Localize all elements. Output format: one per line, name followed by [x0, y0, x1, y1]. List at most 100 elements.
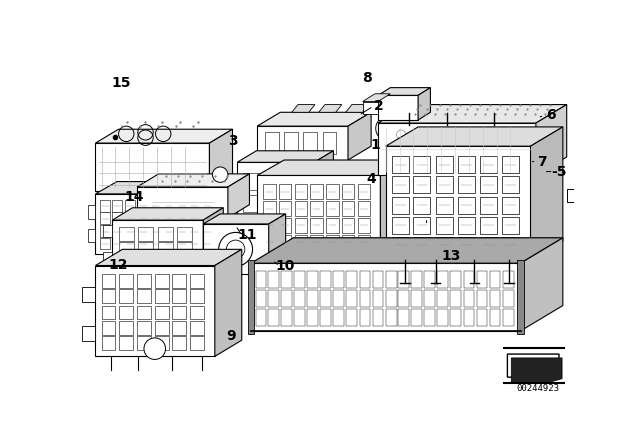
Bar	[409, 174, 426, 191]
Bar	[137, 274, 151, 288]
Bar	[502, 217, 519, 234]
Bar	[102, 289, 115, 303]
Polygon shape	[380, 160, 407, 256]
Bar	[88, 206, 95, 220]
Bar	[102, 274, 115, 288]
Polygon shape	[314, 151, 333, 218]
Bar	[202, 225, 212, 237]
Bar	[372, 290, 383, 307]
Bar	[189, 238, 200, 250]
Bar	[151, 238, 161, 250]
Polygon shape	[314, 195, 349, 206]
Bar	[107, 254, 124, 263]
Bar	[151, 212, 161, 224]
Bar	[502, 176, 519, 193]
Bar	[411, 310, 422, 326]
Polygon shape	[204, 224, 269, 274]
Bar	[102, 336, 115, 350]
Bar	[263, 201, 276, 216]
Bar	[125, 238, 136, 250]
Bar	[436, 237, 452, 254]
Bar	[372, 310, 383, 326]
Polygon shape	[378, 104, 566, 123]
Bar	[139, 212, 148, 224]
Bar	[342, 184, 354, 199]
Bar	[326, 218, 339, 233]
Bar	[268, 310, 279, 326]
Polygon shape	[237, 162, 314, 218]
Polygon shape	[418, 88, 431, 120]
Bar	[113, 212, 122, 224]
Polygon shape	[346, 104, 369, 112]
Bar	[480, 176, 497, 193]
Bar	[307, 290, 318, 307]
Bar	[307, 310, 318, 326]
Polygon shape	[520, 238, 563, 331]
Bar	[100, 238, 110, 250]
Bar	[326, 184, 339, 199]
Bar	[458, 176, 475, 193]
Bar	[158, 255, 173, 269]
Bar	[392, 237, 409, 254]
Bar	[137, 306, 151, 319]
Polygon shape	[531, 127, 563, 260]
Polygon shape	[137, 174, 250, 187]
Bar	[358, 201, 371, 216]
Bar	[310, 184, 323, 199]
Bar	[155, 306, 168, 319]
Bar	[437, 290, 448, 307]
Bar	[281, 290, 292, 307]
Text: 7: 7	[537, 155, 547, 168]
Bar	[295, 201, 307, 216]
Polygon shape	[228, 174, 250, 218]
Bar	[139, 225, 148, 237]
Text: 3: 3	[228, 134, 237, 148]
Bar	[155, 274, 168, 288]
Text: 6: 6	[547, 108, 556, 122]
Bar	[320, 290, 331, 307]
Bar	[372, 271, 383, 288]
Text: 4: 4	[366, 172, 376, 186]
Bar	[118, 255, 134, 269]
Bar	[155, 336, 168, 350]
Bar	[255, 290, 266, 307]
Bar	[310, 218, 323, 233]
Bar	[326, 201, 339, 216]
Bar	[458, 197, 475, 214]
Bar	[279, 218, 291, 233]
Bar	[265, 195, 282, 211]
Bar	[263, 235, 276, 250]
Circle shape	[219, 233, 253, 266]
Bar	[490, 310, 500, 326]
Bar	[503, 310, 513, 326]
Bar	[451, 271, 461, 288]
Bar	[346, 271, 357, 288]
Bar	[480, 156, 497, 173]
Polygon shape	[220, 181, 242, 254]
Bar	[284, 132, 298, 154]
Polygon shape	[257, 112, 371, 126]
Bar	[413, 217, 431, 234]
Polygon shape	[204, 208, 223, 276]
Bar	[320, 310, 331, 326]
Polygon shape	[257, 176, 380, 256]
Bar	[273, 256, 287, 264]
Bar	[480, 217, 497, 234]
Bar	[413, 237, 431, 254]
Bar	[463, 310, 474, 326]
Bar	[295, 184, 307, 199]
Bar	[342, 235, 354, 250]
Bar	[119, 321, 133, 335]
Text: 14: 14	[124, 190, 144, 204]
Bar	[566, 189, 582, 202]
Bar	[360, 271, 371, 288]
Text: 2: 2	[374, 99, 384, 113]
Bar	[319, 256, 333, 264]
Bar	[458, 237, 475, 254]
Bar	[263, 218, 276, 233]
Bar	[409, 228, 426, 245]
Bar	[358, 218, 371, 233]
Polygon shape	[363, 94, 390, 102]
Bar	[451, 310, 461, 326]
Bar	[125, 200, 136, 211]
